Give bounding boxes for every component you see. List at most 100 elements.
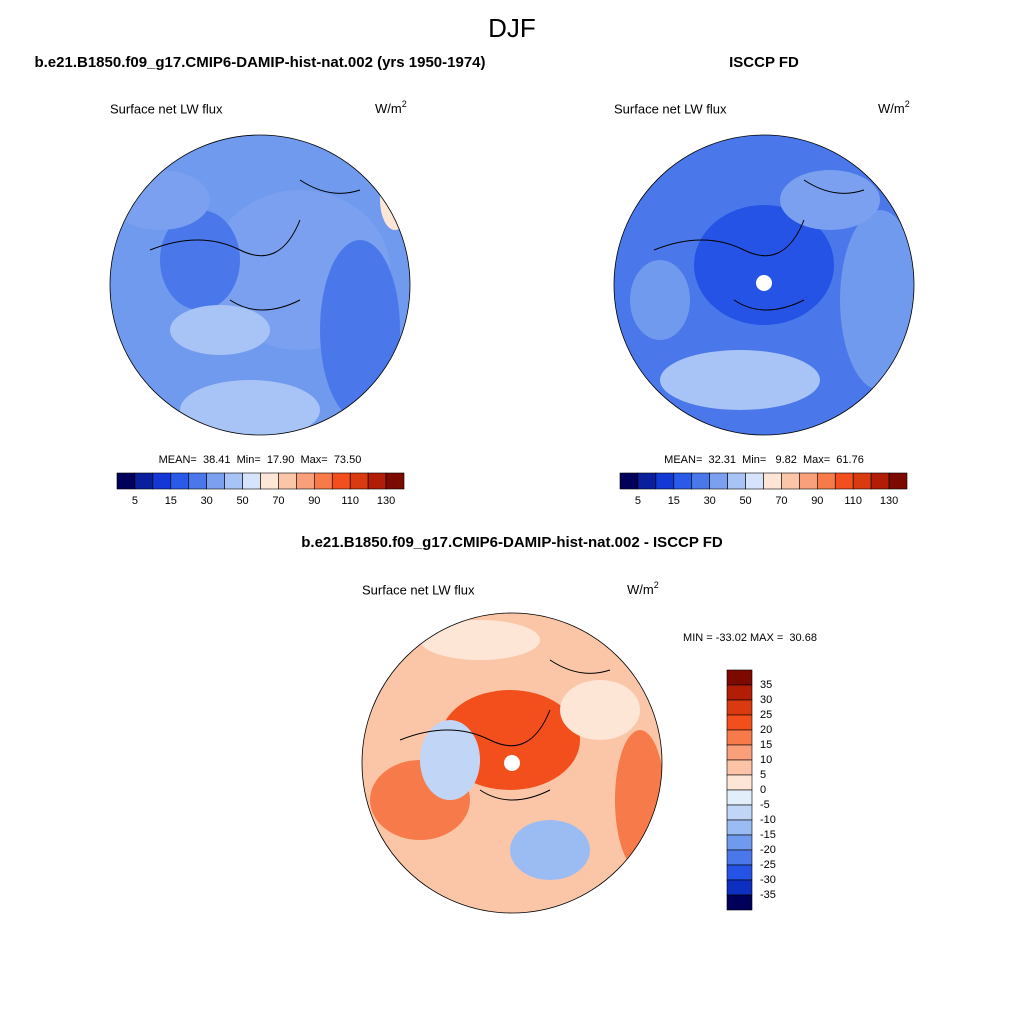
- colorbar-box: [673, 472, 693, 490]
- colorbar-box: [331, 472, 351, 490]
- units-text: W/m: [375, 101, 402, 116]
- colorbar-label: 130: [377, 495, 395, 507]
- colorbar-label: 25: [760, 709, 772, 721]
- colorbar-box: [152, 472, 172, 490]
- colorbar-box: [870, 472, 890, 490]
- colorbar-box: [799, 472, 818, 490]
- colorbar-box: [726, 714, 753, 731]
- colorbar-label: 20: [760, 724, 772, 736]
- colorbar-box: [781, 472, 800, 490]
- colorbar-box: [726, 819, 753, 836]
- colorbar-label: -30: [760, 874, 776, 886]
- colorbar-box: [206, 472, 225, 490]
- colorbar-box: [188, 472, 207, 490]
- map-difference: [362, 613, 662, 913]
- colorbar-box: [763, 472, 782, 490]
- colorbar-label: 110: [341, 495, 359, 507]
- colorbar-label: 5: [132, 495, 138, 507]
- colorbar-box: [367, 472, 387, 490]
- colorbar-label: 110: [844, 495, 862, 507]
- units-text: W/m: [878, 101, 905, 116]
- map-border: [613, 134, 915, 436]
- map-border: [109, 134, 411, 436]
- stats: MEAN= 38.41 Min= 17.90 Max= 73.50: [159, 454, 362, 466]
- colorbar-box: [260, 472, 279, 490]
- colorbar-box: [134, 472, 154, 490]
- colorbar-label: 30: [760, 694, 772, 706]
- colorbar-label: 90: [308, 495, 320, 507]
- colorbar-box: [834, 472, 854, 490]
- colorbar-box: [817, 472, 836, 490]
- variable-label: Surface net LW flux: [362, 582, 475, 597]
- panel-title: b.e21.B1850.f09_g17.CMIP6-DAMIP-hist-nat…: [34, 54, 485, 71]
- colorbar-label: -35: [760, 889, 776, 901]
- colorbar-box: [888, 472, 908, 490]
- colorbar-box: [170, 472, 190, 490]
- colorbar-box: [242, 472, 261, 490]
- colorbar-box: [726, 699, 753, 716]
- colorbar-label: 5: [760, 769, 766, 781]
- colorbar-label: -25: [760, 859, 776, 871]
- colorbar-box: [726, 759, 753, 776]
- stats: MEAN= 32.31 Min= 9.82 Max= 61.76: [664, 454, 864, 466]
- colorbar-label: 70: [775, 495, 787, 507]
- units-sup: 2: [402, 99, 407, 109]
- variable-label: Surface net LW flux: [614, 101, 727, 116]
- variable-label: Surface net LW flux: [110, 101, 223, 116]
- colorbar-label: 50: [739, 495, 751, 507]
- panel-title: b.e21.B1850.f09_g17.CMIP6-DAMIP-hist-nat…: [301, 534, 723, 551]
- units: W/m2: [375, 99, 407, 116]
- colorbar-box: [852, 472, 872, 490]
- map-left: [110, 135, 410, 435]
- colorbar-box: [296, 472, 315, 490]
- colorbar-label: -20: [760, 844, 776, 856]
- colorbar-label: 10: [760, 754, 772, 766]
- colorbar-box: [619, 472, 639, 490]
- panel-title: ISCCP FD: [729, 54, 799, 71]
- colorbar-label: 130: [880, 495, 898, 507]
- colorbar-box: [726, 894, 753, 911]
- colorbar-label: -15: [760, 829, 776, 841]
- colorbar-label: 35: [760, 679, 772, 691]
- colorbar-box: [655, 472, 675, 490]
- colorbar-label: 15: [760, 739, 772, 751]
- colorbar-box: [726, 834, 753, 851]
- colorbar-label: 5: [635, 495, 641, 507]
- units: W/m2: [627, 580, 659, 597]
- colorbar-label: 30: [704, 495, 716, 507]
- colorbar-box: [726, 789, 753, 806]
- colorbar-label: -10: [760, 814, 776, 826]
- colorbar-label: 0: [760, 784, 766, 796]
- colorbar-label: 50: [236, 495, 248, 507]
- colorbar-box: [224, 472, 243, 490]
- colorbar-box: [709, 472, 728, 490]
- units-text: W/m: [627, 582, 654, 597]
- units-sup: 2: [905, 99, 910, 109]
- colorbar-box: [726, 684, 753, 701]
- colorbar-box: [726, 669, 753, 686]
- colorbar-box: [726, 864, 753, 881]
- colorbar-box: [314, 472, 333, 490]
- colorbar-box: [726, 879, 753, 896]
- colorbar-box: [726, 774, 753, 791]
- colorbar-label: 15: [165, 495, 177, 507]
- colorbar-box: [726, 849, 753, 866]
- map-right: [614, 135, 914, 435]
- colorbar-label: 15: [668, 495, 680, 507]
- colorbar-box: [116, 472, 136, 490]
- colorbar-label: 70: [272, 495, 284, 507]
- colorbar-label: -5: [760, 799, 770, 811]
- main-title: DJF: [488, 13, 536, 43]
- colorbar-box: [745, 472, 764, 490]
- colorbar-box: [385, 472, 405, 490]
- units-sup: 2: [654, 580, 659, 590]
- map-border: [361, 612, 663, 914]
- colorbar-box: [278, 472, 297, 490]
- colorbar-box: [726, 744, 753, 761]
- colorbar-label: 90: [811, 495, 823, 507]
- units: W/m2: [878, 99, 910, 116]
- colorbar-box: [691, 472, 710, 490]
- colorbar-label: 30: [201, 495, 213, 507]
- stats: MIN = -33.02 MAX = 30.68: [683, 632, 817, 644]
